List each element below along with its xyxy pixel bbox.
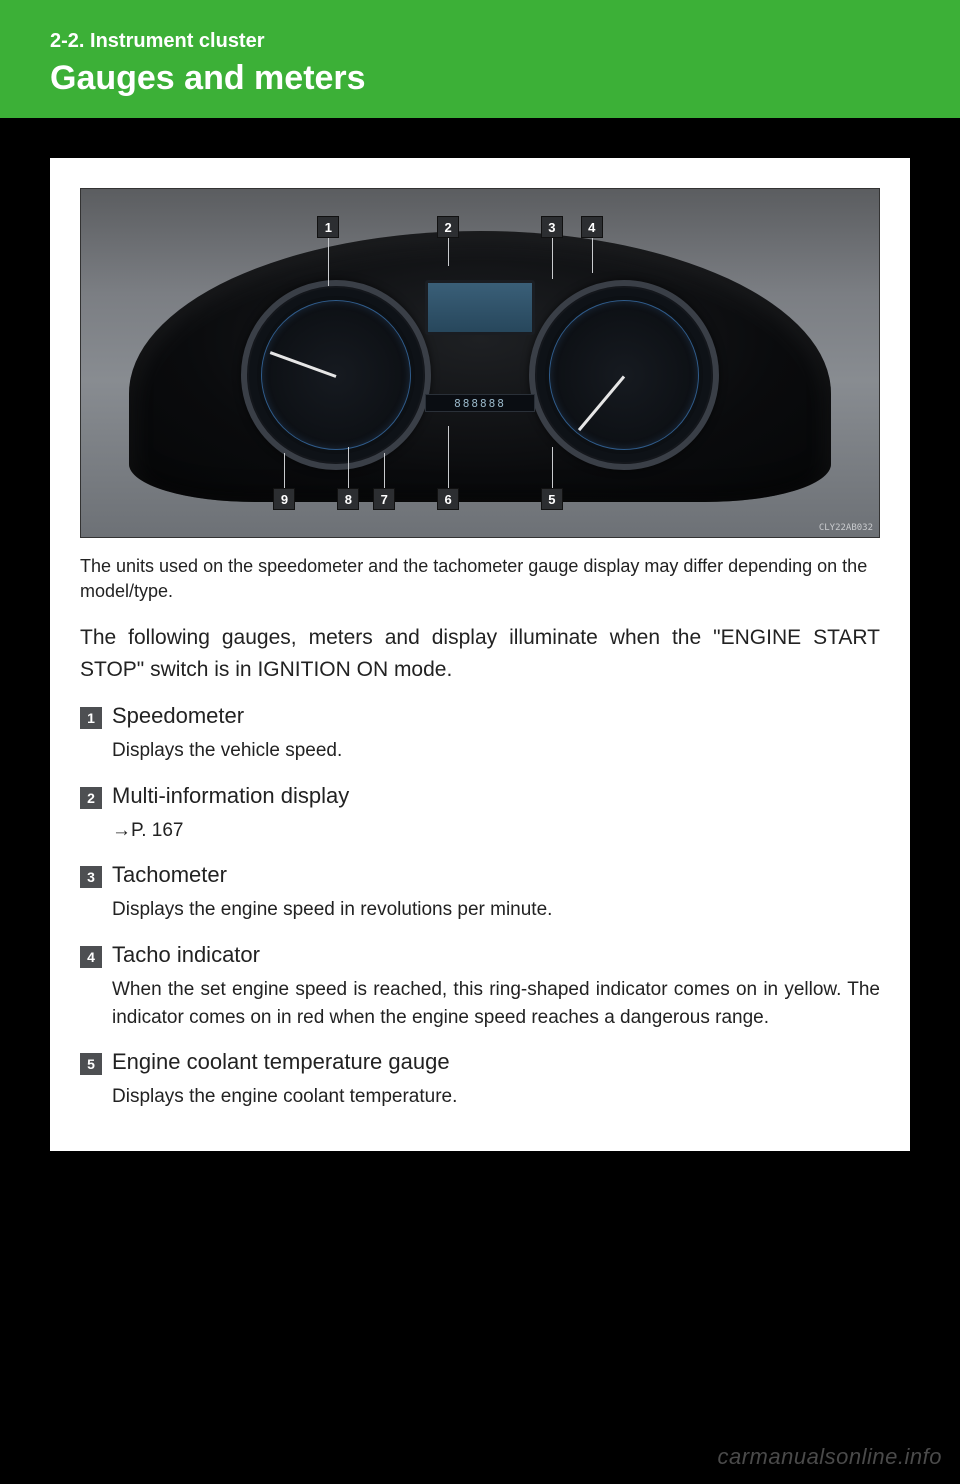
intro-text: The following gauges, meters and display… xyxy=(80,622,880,685)
section-label: 2-2. Instrument cluster xyxy=(50,30,910,53)
callout-box-8: 8 xyxy=(337,488,359,510)
speedometer-needle xyxy=(270,351,337,378)
callout-line xyxy=(284,453,285,488)
item-head: 2 Multi-information display xyxy=(80,783,880,809)
items-list: 1 Speedometer Displays the vehicle speed. 2… xyxy=(80,703,880,1110)
item-number-badge: 3 xyxy=(80,866,102,888)
item-title: Engine coolant temperature gauge xyxy=(112,1049,450,1075)
item-number-badge: 2 xyxy=(80,787,102,809)
item-title: Multi-information display xyxy=(112,783,349,809)
callout-box-7: 7 xyxy=(373,488,395,510)
multi-info-display xyxy=(425,280,535,335)
item-head: 1 Speedometer xyxy=(80,703,880,729)
tachometer-gauge xyxy=(529,280,719,470)
callout-box-1: 1 xyxy=(317,216,339,238)
speedometer-gauge xyxy=(241,280,431,470)
callout-line xyxy=(552,238,553,280)
callout-box-3: 3 xyxy=(541,216,563,238)
item-desc: →P. 167 xyxy=(112,817,880,845)
callout-line xyxy=(328,238,329,287)
arrow-icon: → xyxy=(112,820,131,841)
item-5: 5 Engine coolant temperature gauge Display… xyxy=(80,1049,880,1111)
item-desc: Displays the engine coolant temperature. xyxy=(112,1083,880,1111)
item-head: 5 Engine coolant temperature gauge xyxy=(80,1049,880,1075)
watermark: carmanualsonline.info xyxy=(717,1444,942,1470)
item-desc: Displays the engine speed in revolutions… xyxy=(112,896,880,924)
content-card: 888888 123498765 CLY22AB032 The units us… xyxy=(50,158,910,1151)
dash-shell: 888888 xyxy=(129,231,831,502)
callout-line xyxy=(552,447,553,489)
figure-caption: The units used on the speedometer and th… xyxy=(80,554,880,604)
item-desc: Displays the vehicle speed. xyxy=(112,737,880,765)
callout-box-5: 5 xyxy=(541,488,563,510)
callout-line xyxy=(448,238,449,266)
callout-box-2: 2 xyxy=(437,216,459,238)
callout-box-6: 6 xyxy=(437,488,459,510)
item-title: Tachometer xyxy=(112,862,227,888)
tachometer-needle xyxy=(578,375,625,431)
item-number-badge: 1 xyxy=(80,707,102,729)
item-head: 4 Tacho indicator xyxy=(80,942,880,968)
item-title: Speedometer xyxy=(112,703,244,729)
item-2: 2 Multi-information display →P. 167 xyxy=(80,783,880,845)
callout-box-9: 9 xyxy=(273,488,295,510)
callout-line xyxy=(592,238,593,273)
item-1: 1 Speedometer Displays the vehicle speed. xyxy=(80,703,880,765)
callout-line xyxy=(448,426,449,489)
page-title: Gauges and meters xyxy=(50,59,910,98)
item-head: 3 Tachometer xyxy=(80,862,880,888)
item-desc: When the set engine speed is reached, th… xyxy=(112,976,880,1031)
item-4: 4 Tacho indicator When the set engine spee… xyxy=(80,942,880,1031)
callout-line xyxy=(384,453,385,488)
odometer-display: 888888 xyxy=(425,394,535,412)
page-header: 2-2. Instrument cluster Gauges and meter… xyxy=(0,0,960,118)
item-number-badge: 4 xyxy=(80,946,102,968)
figure-code: CLY22AB032 xyxy=(819,523,873,533)
item-number-badge: 5 xyxy=(80,1053,102,1075)
instrument-cluster-figure: 888888 1 2 34 9 87 6 5 CLY22AB032 xyxy=(80,188,880,538)
callout-line xyxy=(348,447,349,489)
item-title: Tacho indicator xyxy=(112,942,260,968)
item-3: 3 Tachometer Displays the engine speed in … xyxy=(80,862,880,924)
callout-box-4: 4 xyxy=(581,216,603,238)
